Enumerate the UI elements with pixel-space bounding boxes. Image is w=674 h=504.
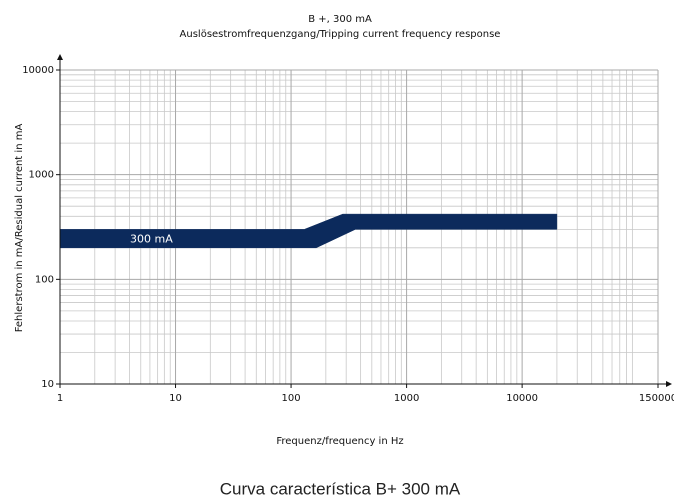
y-tick-label: 10 [41, 379, 54, 390]
chart-subtitle: Auslösestromfrequenzgang/Tripping curren… [180, 29, 501, 40]
y-tick-label: 1000 [29, 170, 54, 181]
y-tick-label: 100 [35, 274, 54, 285]
y-tick-label: 10000 [22, 65, 54, 76]
band-label: 300 mA [130, 233, 173, 246]
chart-title: B +, 300 mA [308, 14, 372, 25]
x-tick-label: 1000 [394, 393, 419, 404]
band [59, 213, 558, 249]
x-tick-label: 1 [57, 393, 63, 404]
x-axis-arrow [666, 381, 672, 387]
x-tick-label: 10000 [506, 393, 538, 404]
y-axis-label: Fehlerstrom in mA/Residual current in mA [14, 124, 25, 333]
caption: Curva característica B+ 300 mA [220, 479, 461, 498]
x-tick-label: 100 [282, 393, 301, 404]
x-axis-label: Frequenz/frequency in Hz [276, 436, 403, 447]
x-tick-label: 10 [169, 393, 182, 404]
plot: 300 mA [59, 213, 558, 249]
y-axis-arrow [57, 54, 63, 60]
x-tick-label: 150000 [639, 393, 674, 404]
